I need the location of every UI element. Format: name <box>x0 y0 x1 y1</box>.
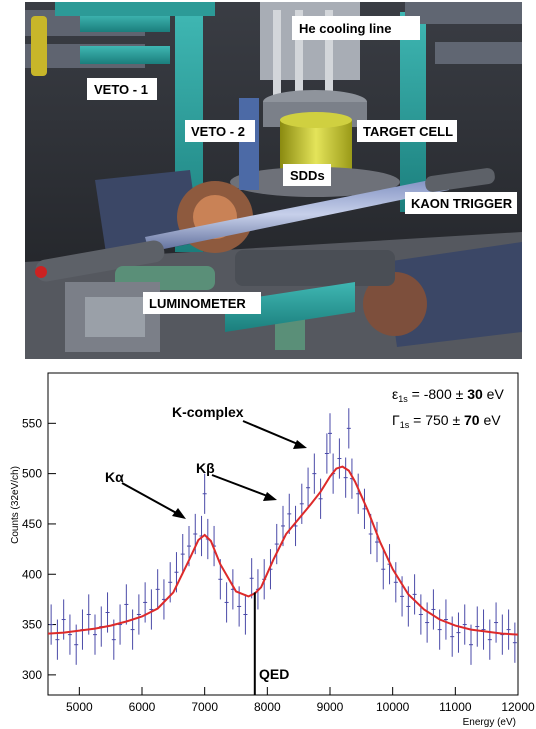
fit-curve <box>47 465 519 636</box>
x-tick-label: 8000 <box>254 700 281 714</box>
x-tick-label: 7000 <box>191 700 218 714</box>
x-tick-label: 5000 <box>66 700 93 714</box>
svg-text:TARGET CELL: TARGET CELL <box>363 124 453 139</box>
svg-text:LUMINOMETER: LUMINOMETER <box>149 296 246 311</box>
arrowhead-k-alpha <box>172 508 186 519</box>
gamma-value: = 750 ± <box>409 412 464 428</box>
epsilon-subscript: 1s <box>398 394 408 404</box>
x-tick-label: 9000 <box>317 700 344 714</box>
label-he-cooling: He cooling line <box>292 16 420 40</box>
epsilon-error: 30 <box>467 386 483 402</box>
x-tick-label: 6000 <box>129 700 156 714</box>
annotation-k-beta: Kβ <box>196 460 215 476</box>
epsilon-unit: eV <box>483 386 505 402</box>
svg-text:KAON TRIGGER: KAON TRIGGER <box>411 196 513 211</box>
gamma-subscript: 1s <box>400 420 410 430</box>
y-tick-label: 400 <box>22 567 42 581</box>
arrow-k-alpha <box>121 482 181 516</box>
label-veto2: VETO - 2 <box>185 120 255 142</box>
y-axis-label: Counts (32eV/ch) <box>10 466 21 544</box>
y-tick-label: 300 <box>22 668 42 682</box>
label-sdds: SDDs <box>283 164 331 186</box>
label-kaon-trigger: KAON TRIGGER <box>405 192 517 214</box>
annotation-k-alpha: Kα <box>105 469 124 485</box>
svg-text:He cooling line: He cooling line <box>299 21 391 36</box>
y-tick-label: 500 <box>22 467 42 481</box>
x-tick-label: 11000 <box>439 700 472 714</box>
x-axis-label: Energy (eV) <box>463 717 516 728</box>
arrow-k-complex <box>242 420 301 446</box>
y-tick-label: 450 <box>22 517 42 531</box>
x-tick-label: 10000 <box>376 700 410 714</box>
epsilon-symbol: ε <box>392 386 398 402</box>
gamma-result: Γ1s = 750 ± 70 eV <box>392 412 501 430</box>
svg-text:VETO - 2: VETO - 2 <box>191 124 245 139</box>
energy-spectrum-chart: 5000 6000 7000 8000 9000 10000 11000 12000 300 35… <box>10 372 535 728</box>
svg-text:SDDs: SDDs <box>290 168 325 183</box>
gamma-symbol: Γ <box>392 412 400 428</box>
label-veto1: VETO - 1 <box>87 78 157 100</box>
label-target-cell: TARGET CELL <box>357 120 457 142</box>
apparatus-photo: He cooling line VETO - 1 VETO - 2 TARGET… <box>25 2 522 359</box>
y-tick-label: 350 <box>22 618 42 632</box>
annotation-k-complex: K-complex <box>172 404 244 420</box>
gamma-error: 70 <box>464 412 480 428</box>
annotation-qed: QED <box>259 666 289 682</box>
epsilon-value: = -800 ± <box>408 386 467 402</box>
x-tick-label: 12000 <box>501 700 535 714</box>
arrow-k-beta <box>211 474 271 498</box>
epsilon-result: ε1s = -800 ± 30 eV <box>392 386 504 404</box>
svg-text:VETO - 1: VETO - 1 <box>94 82 148 97</box>
y-tick-label: 550 <box>22 416 42 430</box>
label-luminometer: LUMINOMETER <box>143 292 261 314</box>
arrowhead-k-beta <box>263 492 277 501</box>
arrowhead-k-complex <box>293 440 307 449</box>
gamma-unit: eV <box>480 412 502 428</box>
